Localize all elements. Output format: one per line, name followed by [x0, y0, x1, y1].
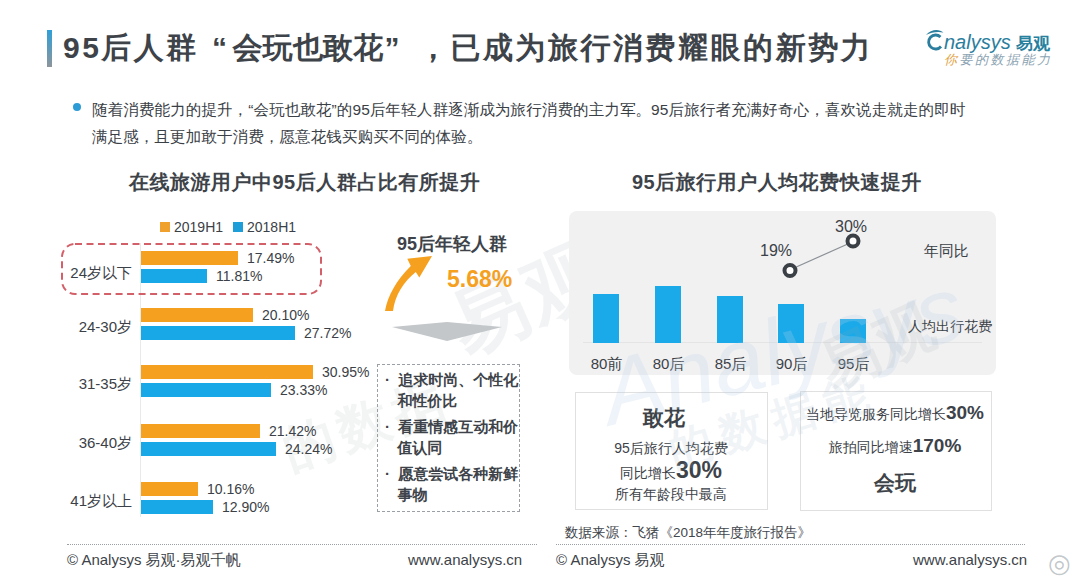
svg-text:nalysys: nalysys: [944, 31, 1011, 53]
